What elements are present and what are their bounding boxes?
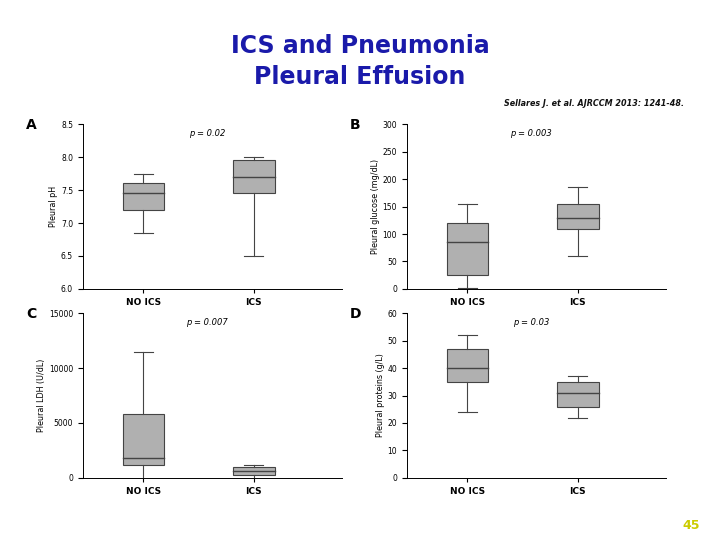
FancyBboxPatch shape	[557, 204, 599, 228]
Text: 45: 45	[683, 519, 700, 532]
FancyBboxPatch shape	[122, 414, 164, 465]
Text: p = 0.007: p = 0.007	[186, 318, 228, 327]
Text: ICS and Pneumonia: ICS and Pneumonia	[230, 34, 490, 58]
Y-axis label: Pleural pH: Pleural pH	[49, 186, 58, 227]
Y-axis label: Pleural glucose (mg/dL): Pleural glucose (mg/dL)	[371, 159, 379, 254]
Text: p = 0.03: p = 0.03	[513, 318, 549, 327]
Text: p = 0.02: p = 0.02	[189, 129, 225, 138]
Text: Sellares J. et al. AJRCCM 2013: 1241-48.: Sellares J. et al. AJRCCM 2013: 1241-48.	[504, 99, 684, 108]
Text: B: B	[350, 118, 361, 132]
FancyBboxPatch shape	[233, 160, 275, 193]
Y-axis label: Pleural LDH (U/dL): Pleural LDH (U/dL)	[37, 359, 46, 432]
FancyBboxPatch shape	[557, 382, 599, 407]
Text: C: C	[26, 307, 36, 321]
FancyBboxPatch shape	[122, 184, 164, 210]
Y-axis label: Pleural proteins (g/L): Pleural proteins (g/L)	[376, 354, 384, 437]
Text: A: A	[26, 118, 37, 132]
Text: p = 0.003: p = 0.003	[510, 129, 552, 138]
Text: e Hochschule: e Hochschule	[576, 507, 646, 517]
Text: D: D	[350, 307, 361, 321]
FancyBboxPatch shape	[446, 349, 488, 382]
Text: Pleural Effusion: Pleural Effusion	[254, 65, 466, 89]
FancyBboxPatch shape	[446, 223, 488, 275]
Text: Welte: Welte	[11, 507, 45, 517]
FancyBboxPatch shape	[233, 467, 275, 475]
